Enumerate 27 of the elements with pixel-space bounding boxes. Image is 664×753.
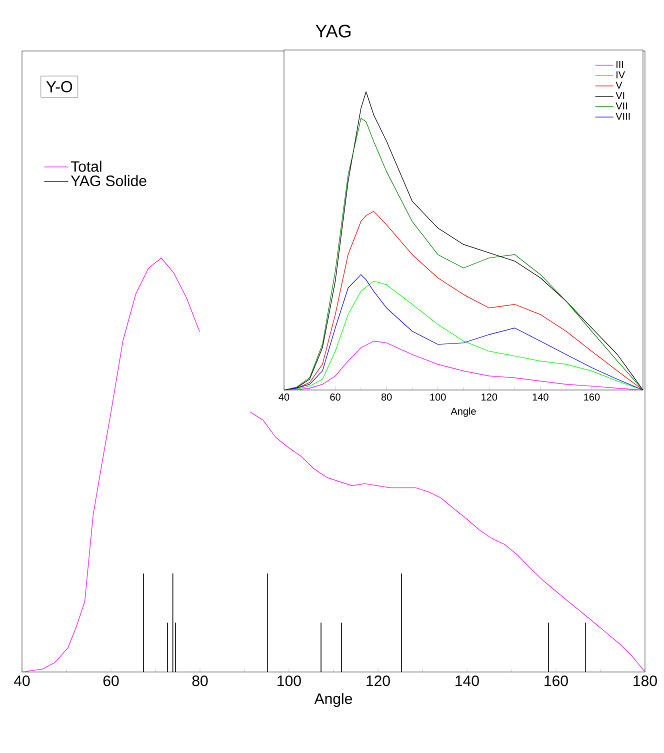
x-axis-title: Angle (450, 407, 476, 417)
x-tick-label: 180 (634, 676, 657, 686)
legend-label: VIII (616, 112, 630, 120)
legend-label: VI (616, 92, 624, 100)
x-tick-label: 100 (430, 394, 446, 401)
x-tick-label: 120 (366, 676, 390, 686)
legend-label: Total (70, 160, 102, 172)
x-tick-label: 100 (278, 676, 301, 686)
text: Y-O (46, 81, 72, 92)
legend-label: VII (616, 102, 627, 110)
x-tick-label: 140 (532, 394, 548, 401)
x-tick-label: 160 (584, 394, 600, 401)
x-tick-label: 140 (456, 676, 479, 686)
x-tick-label: 80 (381, 394, 392, 401)
legend-label: III (616, 61, 624, 68)
x-tick-label: 160 (544, 676, 568, 686)
legend-label: YAG Solide (70, 175, 146, 186)
x-tick-label: 40 (278, 394, 290, 401)
x-tick-label: 120 (482, 394, 498, 401)
x-tick-label: 40 (14, 676, 30, 686)
x-tick-label: 60 (330, 394, 340, 401)
legend-label: V (616, 82, 622, 89)
x-tick-label: 60 (103, 676, 119, 686)
legend-label: IV (616, 71, 626, 78)
x-axis-title: Angle (314, 693, 352, 707)
chart-title: YAG (316, 24, 350, 38)
x-tick-label: 80 (192, 676, 208, 686)
